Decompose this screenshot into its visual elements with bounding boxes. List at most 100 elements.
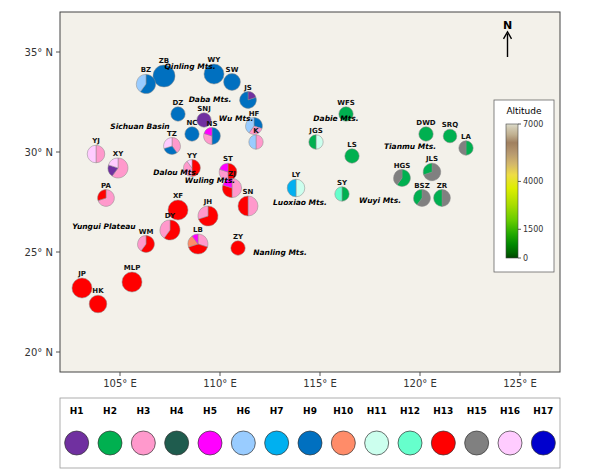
site-label: WY (208, 56, 222, 64)
legend-label: H15 (467, 406, 487, 416)
site-pie (238, 196, 258, 216)
x-tick (420, 372, 421, 376)
site-pie (224, 74, 241, 91)
site-label: BSZ (414, 182, 429, 190)
site-label: LS (347, 141, 357, 149)
pie-slice (98, 190, 106, 201)
pie-slice (98, 190, 114, 207)
site-label: HK (92, 287, 104, 295)
pie-slice (96, 145, 105, 163)
pie-slice (248, 196, 258, 216)
legend-swatch (198, 431, 222, 455)
site-pie (138, 236, 155, 253)
legend-swatch (131, 431, 155, 455)
site-label: SW (226, 66, 239, 74)
pie-slice (309, 135, 316, 149)
site-label: NC (187, 119, 198, 127)
site-pie (335, 187, 349, 201)
site-label: DWD (416, 119, 436, 127)
site-pie (122, 272, 142, 292)
region-label: Wuyi Mts. (359, 196, 401, 205)
site-label: DY (165, 212, 176, 220)
site-pie (419, 127, 433, 141)
site-label: TZ (167, 130, 177, 138)
site-pie (136, 74, 155, 93)
site-label: YY (186, 152, 198, 160)
north-label: N (503, 19, 512, 32)
x-tick (320, 372, 321, 376)
colorbar-tick-label: 1500 (523, 225, 543, 234)
site-pie (188, 234, 208, 254)
pie-slice (204, 128, 212, 136)
pie-slice (434, 190, 442, 207)
pie-slice (238, 196, 248, 216)
legend-swatch (531, 431, 555, 455)
legend-label: H9 (303, 406, 317, 416)
y-tick (56, 252, 60, 253)
pie-slice (256, 135, 263, 149)
site-label: SRQ (442, 121, 458, 129)
legend-label: H1 (70, 406, 84, 416)
site-pie (108, 158, 128, 178)
legend-swatch (365, 431, 389, 455)
pie-slice (394, 170, 402, 185)
site-label: LB (193, 226, 203, 234)
legend-label: H16 (500, 406, 520, 416)
x-tick-label: 110° E (203, 378, 237, 389)
colorbar: Altitude0150040007000 (494, 100, 554, 272)
axes: 105° E110° E115° E120° E125° E20° N25° N… (25, 47, 537, 390)
site-label: YJ (91, 137, 100, 145)
chart: 105° E110° E115° E120° E125° E20° N25° N… (0, 0, 600, 474)
legend: H1H2H3H4H5H6H7H9H10H11H12H13H15H16H17 (60, 398, 560, 468)
legend-label: H17 (533, 406, 553, 416)
legend-box (60, 398, 560, 468)
legend-label: H13 (433, 406, 453, 416)
pie-slice (89, 295, 107, 313)
site-pie (89, 295, 107, 313)
site-pie (171, 107, 185, 121)
y-tick-label: 30° N (25, 147, 53, 158)
colorbar-tick (518, 229, 521, 230)
legend-label: H3 (136, 406, 150, 416)
site-pie (394, 170, 411, 187)
pie-slice (198, 206, 208, 219)
site-pie (72, 278, 92, 298)
legend-swatch (65, 431, 89, 455)
region-label: Sichuan Basin (110, 122, 169, 131)
colorbar-tick-label: 4000 (523, 177, 543, 186)
site-pie (204, 128, 221, 145)
legend-label: H7 (270, 406, 284, 416)
x-tick-label: 120° E (403, 378, 437, 389)
site-pie (287, 179, 305, 197)
legend-label: H11 (367, 406, 387, 416)
site-label: JH (203, 198, 213, 206)
site-label: JLS (425, 155, 438, 163)
site-label: SN (243, 188, 254, 196)
pie-slice (192, 234, 198, 244)
legend-label: H5 (203, 406, 217, 416)
x-tick-label: 105° E (103, 378, 137, 389)
pie-slice (342, 187, 349, 201)
site-pie (160, 220, 180, 240)
site-label: NS (207, 120, 218, 128)
site-label: MLP (124, 264, 141, 272)
site-label: LA (461, 133, 471, 141)
legend-label: H12 (400, 406, 420, 416)
plot-frame (60, 12, 560, 372)
pie-slice (231, 241, 245, 255)
colorbar-box (494, 100, 554, 272)
pie-slice (72, 278, 92, 298)
legend-label: H4 (170, 406, 184, 416)
site-pie (87, 145, 105, 163)
site-pie (249, 135, 263, 149)
site-label: JP (77, 270, 86, 278)
pie-slice (423, 163, 432, 175)
legend-swatch (498, 431, 522, 455)
legend-swatch (231, 431, 255, 455)
plot-area (72, 64, 473, 313)
region-label: Luoxiao Mts. (273, 198, 327, 207)
colorbar-scale (506, 124, 518, 258)
site-label: ST (223, 155, 233, 163)
pie-slice (122, 272, 142, 292)
site-label: HGS (394, 162, 411, 170)
